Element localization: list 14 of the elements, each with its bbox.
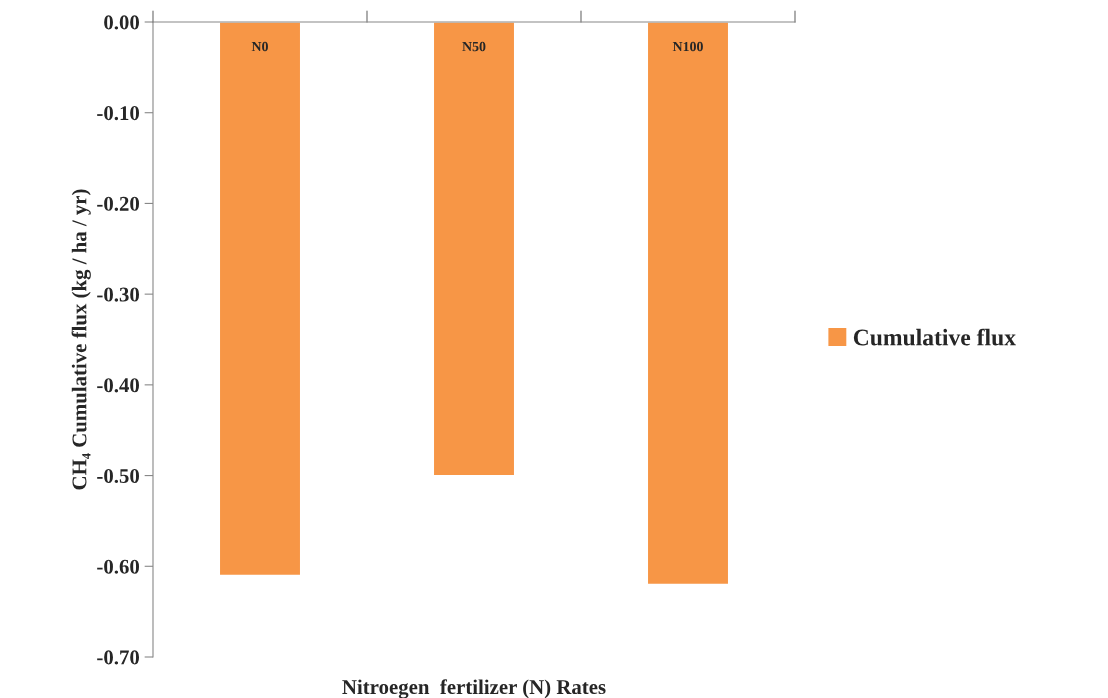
x-tick-label: N50 — [462, 41, 486, 52]
y-tick-label: -0.60 — [97, 559, 140, 574]
y-tick-label: -0.30 — [97, 287, 140, 302]
y-axis-title: CH₄ Cumulative flux (kg / ha / yr) — [71, 189, 91, 490]
legend-label: Cumulative flux — [853, 328, 1016, 346]
y-tick-label: -0.40 — [97, 378, 140, 393]
x-axis-title: Nitroegen fertilizer (N) Rates — [342, 679, 606, 698]
x-tick-label: N0 — [251, 41, 268, 52]
y-tick-label: -0.10 — [97, 106, 140, 121]
x-tick-label: N100 — [672, 41, 703, 52]
y-tick-label: -0.20 — [97, 196, 140, 211]
y-tick-label: -0.50 — [97, 468, 140, 484]
y-tick-label: -0.70 — [97, 650, 140, 665]
y-tick-label: 0.00 — [104, 15, 140, 30]
